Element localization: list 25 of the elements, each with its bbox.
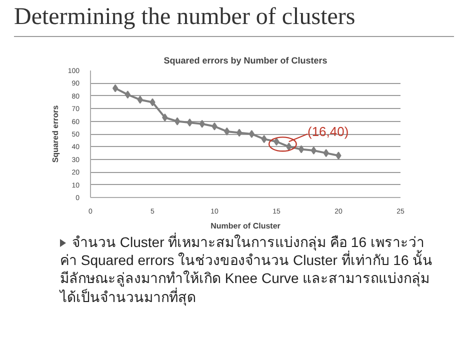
annotation: (16,40) xyxy=(308,124,349,140)
point xyxy=(199,120,205,128)
point xyxy=(236,128,242,137)
chart-subtitle: Squared errors by Number of Clusters xyxy=(164,56,328,66)
point xyxy=(162,113,168,122)
point xyxy=(298,145,304,154)
point xyxy=(310,146,317,155)
point xyxy=(112,84,118,92)
y-axis-title: Squared errors xyxy=(50,104,60,163)
point xyxy=(186,118,193,127)
text: จำนวน Cluster ที่เหมาะสมในการแบ่งกลุ่ม คือ 16 เพราะว่าค่า Squared errors ในช่วงของจำนวน Cluster ที่เท่ากับ 16 นั้น มีลักษณะลู่ลงมากทำให้เกิด Knee Curve และสามารถแบ่งกลุ่มได้เป็นจำนวนมากที่สุด xyxy=(60,233,434,306)
point xyxy=(224,127,230,136)
point xyxy=(137,96,143,104)
point xyxy=(174,117,180,126)
point xyxy=(124,90,131,99)
point xyxy=(212,122,218,130)
point xyxy=(286,142,292,151)
point xyxy=(150,98,156,106)
point xyxy=(248,130,255,138)
point xyxy=(323,149,329,158)
x-axis-title: Number of Cluster xyxy=(210,222,280,230)
point xyxy=(274,138,280,146)
point xyxy=(261,135,267,144)
chart-title: Determining the number of clusters xyxy=(14,0,454,38)
point xyxy=(336,152,342,160)
